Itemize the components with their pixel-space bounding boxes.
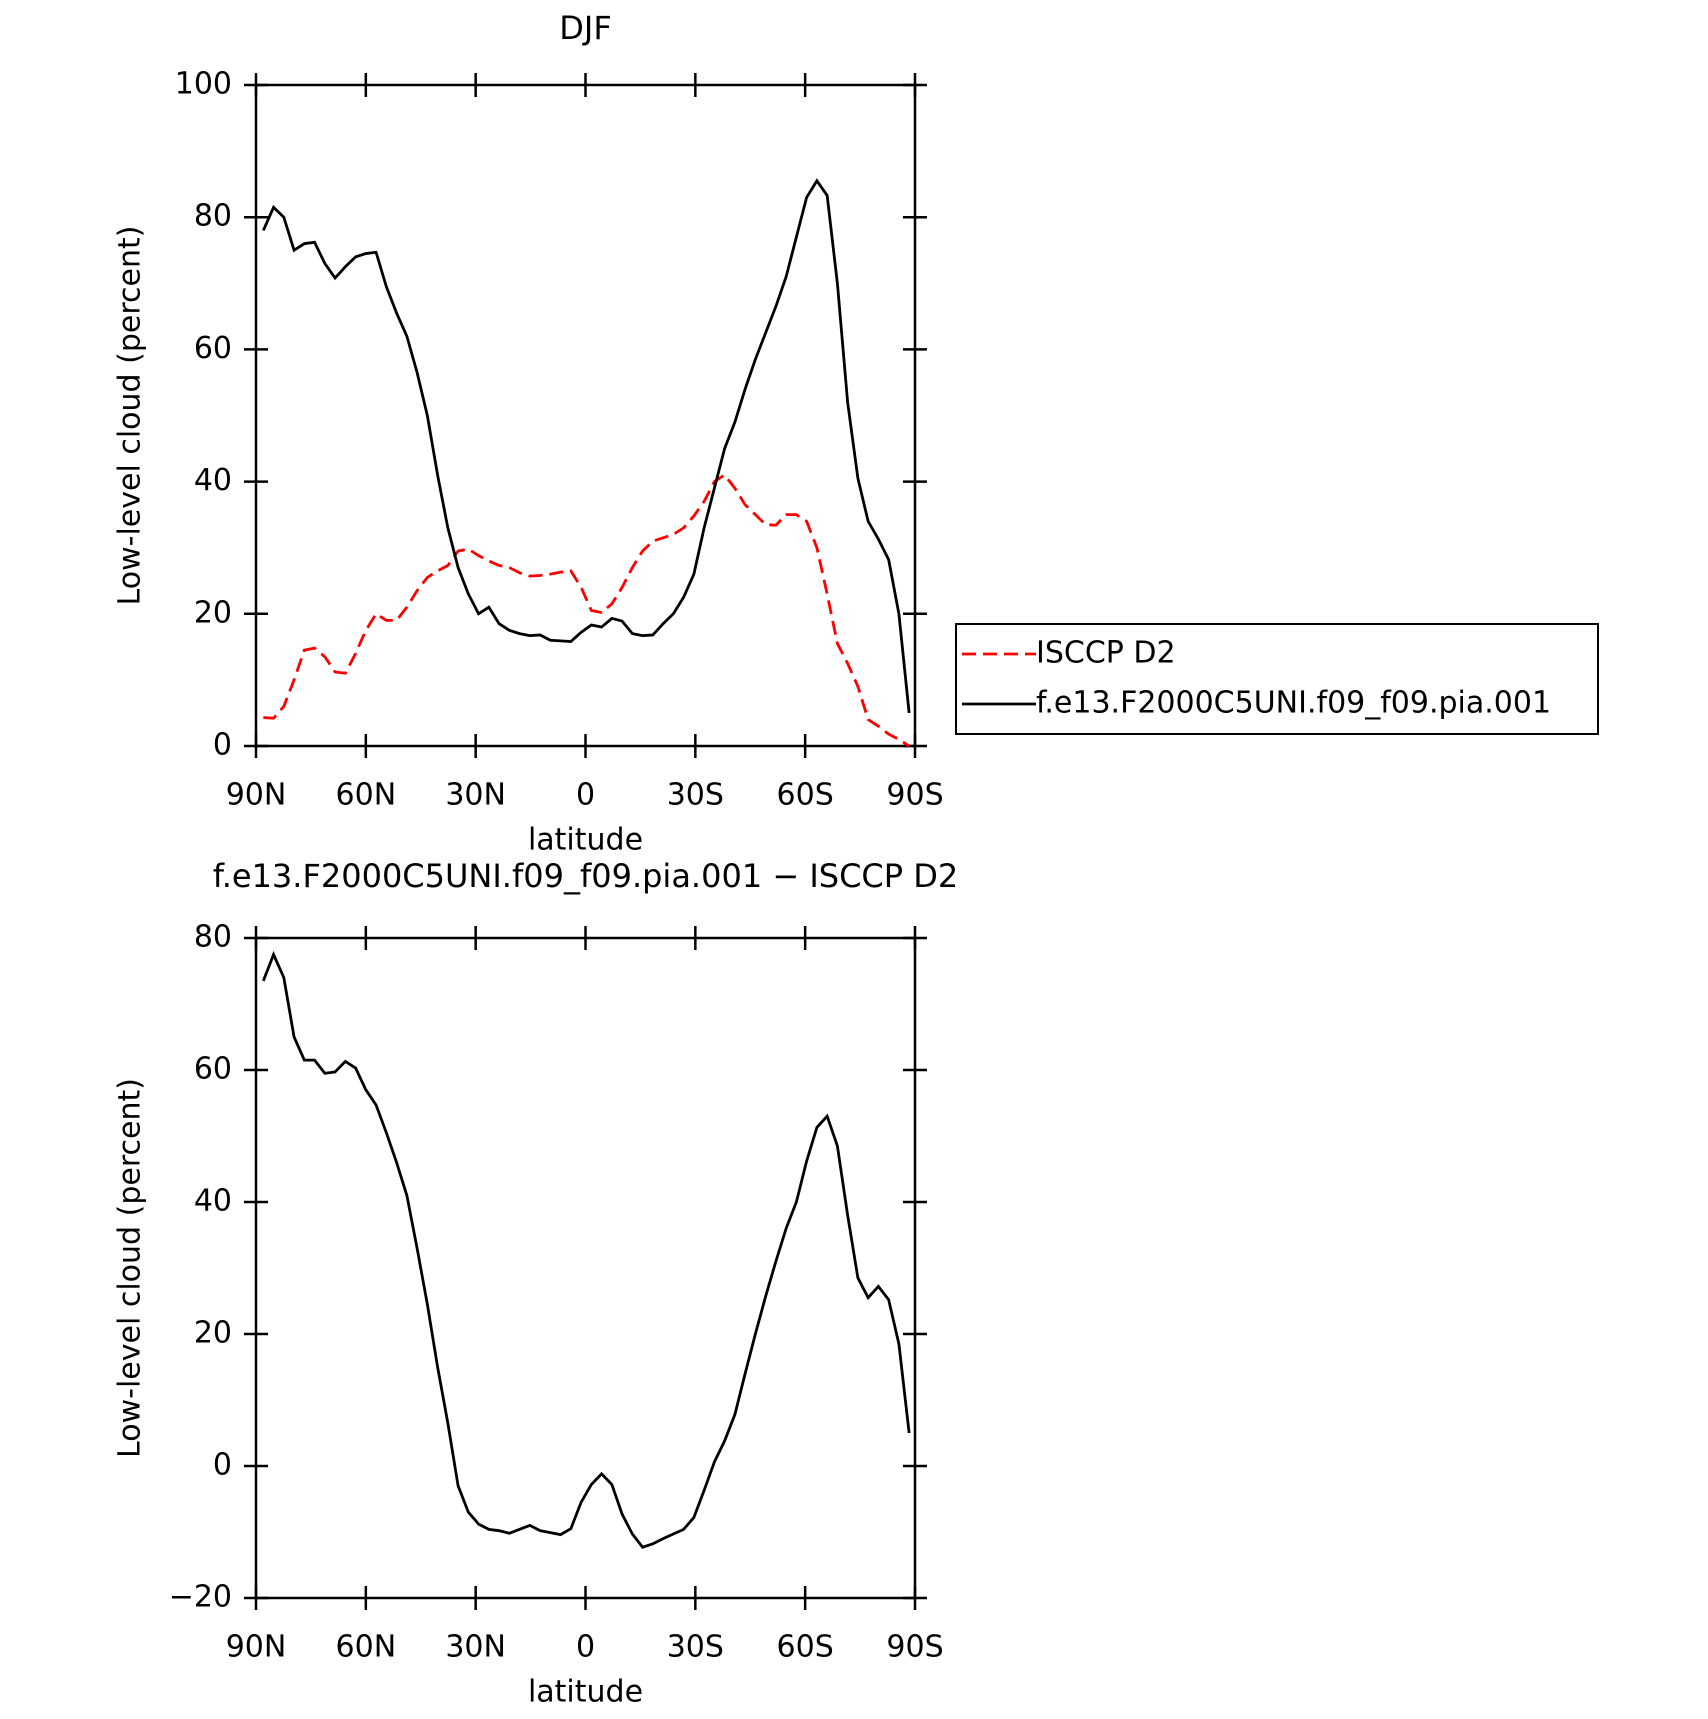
x-tick-label: 60N: [336, 1630, 397, 1665]
chart-title: f.e13.F2000C5UNI.f09_f09.pia.001 − ISCCP…: [213, 857, 958, 895]
y-tick-label: 40: [194, 463, 232, 498]
x-tick-label: 90S: [886, 1630, 943, 1665]
x-tick-label: 0: [576, 778, 595, 813]
data-line: [263, 473, 910, 748]
x-tick-label: 30N: [445, 778, 506, 813]
legend-label: f.e13.F2000C5UNI.f09_f09.pia.001: [1036, 686, 1551, 721]
y-tick-label: 0: [213, 1448, 232, 1483]
chart-title: DJF: [559, 9, 611, 47]
y-tick-label: −20: [169, 1580, 232, 1615]
x-tick-label: 60S: [777, 1630, 834, 1665]
x-axis-label: latitude: [528, 1675, 643, 1710]
plot-frame: [254, 936, 917, 1600]
y-tick-label: 20: [194, 1316, 232, 1351]
y-tick-label: 80: [194, 920, 232, 955]
y-tick-label: 20: [194, 595, 232, 630]
x-tick-label: 30N: [445, 1630, 506, 1665]
x-tick-label: 30S: [667, 778, 724, 813]
data-line: [262, 178, 911, 714]
x-tick-label: 30S: [667, 1630, 724, 1665]
y-tick-label: 0: [213, 728, 232, 763]
y-axis-label: Low-level cloud (percent): [113, 226, 148, 606]
x-tick-label: 90S: [886, 778, 943, 813]
y-tick-label: 80: [194, 199, 232, 234]
x-tick-label: 90N: [226, 1630, 287, 1665]
legend-label: ISCCP D2: [1036, 636, 1176, 671]
legend-box: [955, 623, 1599, 735]
y-tick-label: 60: [194, 331, 232, 366]
x-axis-label: latitude: [528, 823, 643, 858]
x-tick-label: 0: [576, 1630, 595, 1665]
x-tick-label: 60S: [777, 778, 834, 813]
y-tick-label: 40: [194, 1184, 232, 1219]
x-tick-label: 60N: [336, 778, 397, 813]
y-tick-label: 100: [175, 67, 232, 102]
data-line: [262, 950, 911, 1549]
x-tick-label: 90N: [226, 778, 287, 813]
y-tick-label: 60: [194, 1052, 232, 1087]
y-axis-label: Low-level cloud (percent): [113, 1078, 148, 1458]
